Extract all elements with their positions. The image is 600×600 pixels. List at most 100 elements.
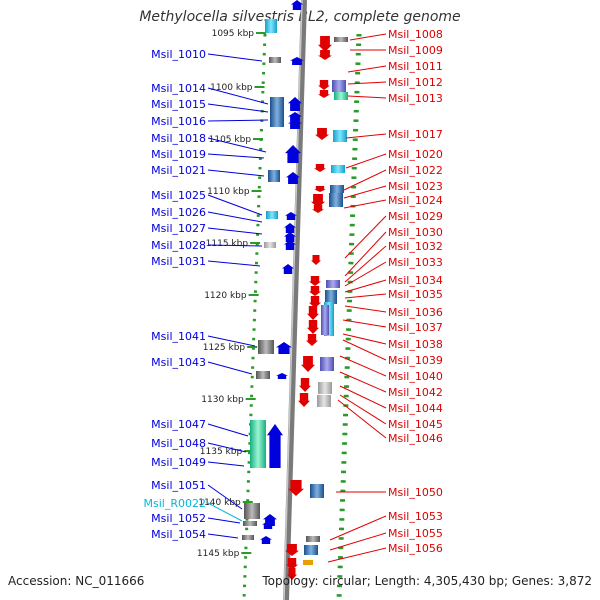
left-gene-label: Msil_1021	[151, 164, 206, 177]
left-gene-label: Msil_R0022	[144, 497, 206, 510]
forward-gene-arrow	[262, 521, 274, 529]
forward-gene-block	[244, 503, 260, 519]
left-gene-leader	[207, 137, 267, 153]
left-gene-label: Msil_1031	[151, 255, 206, 268]
forward-gene-arrow	[276, 342, 292, 354]
reverse-gene-arrow	[314, 164, 326, 172]
right-gene-label: Msil_1017	[388, 128, 443, 141]
forward-gene-arrow	[290, 57, 304, 65]
reverse-gene-block	[325, 290, 337, 304]
reverse-gene-arrow	[288, 480, 304, 496]
forward-gene-block	[270, 113, 284, 127]
right-gene-leader	[345, 133, 387, 139]
right-gene-label: Msil_1046	[388, 432, 443, 445]
left-gene-label: Msil_1052	[151, 512, 206, 525]
right-gene-leader	[343, 169, 387, 191]
forward-gene-arrow	[285, 145, 301, 163]
right-gene-label: Msil_1040	[388, 370, 443, 383]
right-gene-leader	[339, 355, 387, 377]
left-gene-leader	[207, 423, 249, 437]
reverse-gene-block	[320, 357, 334, 371]
left-gene-leader	[207, 53, 263, 62]
right-gene-label: Msil_1034	[388, 274, 443, 287]
left-gene-leader	[207, 517, 241, 524]
right-gene-leader	[345, 153, 387, 169]
ruler-tick-label: 1105 kbp	[209, 135, 252, 145]
reverse-gene-arrow	[307, 306, 319, 320]
right-gene-leader	[344, 305, 387, 313]
forward-gene-block	[258, 340, 274, 354]
right-gene-label: Msil_1009	[388, 44, 443, 57]
reverse-gene-block	[317, 395, 331, 407]
ruler-tick-label: 1095 kbp	[212, 29, 255, 39]
forward-gene-block	[242, 535, 254, 540]
left-gene-label: Msil_1018	[151, 132, 206, 145]
forward-gene-arrow	[288, 112, 302, 122]
forward-gene-block	[269, 57, 281, 63]
reverse-gene-block	[329, 193, 343, 207]
left-gene-label: Msil_1015	[151, 98, 206, 111]
left-gene-label: Msil_1019	[151, 148, 206, 161]
right-gene-label: Msil_1012	[388, 76, 443, 89]
reverse-gene-block	[330, 185, 344, 193]
reverse-gene-arrow	[314, 186, 326, 192]
right-gene-leader	[344, 245, 387, 283]
reverse-gene-arrow	[309, 286, 321, 296]
right-gene-label: Msil_1008	[388, 28, 443, 41]
right-gene-leader	[343, 185, 387, 199]
reverse-gene-arrow	[318, 90, 330, 98]
forward-gene-block	[256, 371, 270, 379]
reverse-gene-arrow	[298, 393, 310, 407]
forward-gene-block	[243, 521, 257, 526]
reverse-gene-arrow	[307, 320, 319, 334]
forward-gene-arrow	[291, 0, 303, 10]
left-gene-leader	[207, 153, 265, 159]
accession-label: Accession: NC_011666	[8, 574, 145, 588]
ruler-tick-label: 1135 kbp	[200, 447, 243, 457]
right-gene-leader	[342, 319, 387, 328]
left-gene-leader	[207, 103, 269, 113]
right-gene-label: Msil_1056	[388, 542, 443, 555]
forward-gene-arrow	[260, 536, 272, 544]
reverse-gene-arrow	[312, 205, 324, 213]
right-gene-label: Msil_1022	[388, 164, 443, 177]
right-gene-leader	[344, 279, 387, 293]
forward-gene-arrow	[284, 223, 296, 233]
right-gene-leader	[344, 293, 387, 299]
reverse-gene-block	[318, 382, 332, 394]
right-gene-leader	[349, 33, 387, 41]
reverse-gene-block	[310, 484, 324, 498]
reverse-gene-arrow	[309, 276, 321, 286]
left-gene-label: Msil_1051	[151, 479, 206, 492]
forward-gene-arrow	[282, 264, 294, 274]
left-gene-leader	[207, 194, 263, 216]
forward-gene-arrow	[285, 212, 297, 220]
forward-gene-block	[264, 242, 276, 248]
left-gene-label: Msil_1041	[151, 330, 206, 343]
left-gene-leader	[207, 260, 261, 267]
right-gene-label: Msil_1032	[388, 240, 443, 253]
right-gene-label: Msil_1045	[388, 418, 443, 431]
forward-gene-arrow	[276, 373, 288, 379]
right-gene-leader	[337, 399, 387, 439]
reverse-gene-block	[332, 80, 346, 92]
left-gene-leader	[207, 119, 269, 122]
left-gene-leader	[207, 211, 263, 223]
right-gene-label: Msil_1024	[388, 194, 443, 207]
left-gene-label: Msil_1043	[151, 356, 206, 369]
reverse-gene-block	[331, 165, 345, 173]
right-gene-label: Msil_1039	[388, 354, 443, 367]
left-gene-leader	[207, 169, 265, 177]
right-gene-label: Msil_1035	[388, 288, 443, 301]
ruler-tick-label: 1100 kbp	[210, 83, 253, 93]
right-gene-leader	[329, 515, 387, 541]
ruler-tick-label: 1130 kbp	[201, 395, 244, 405]
reverse-gene-arrow	[301, 356, 315, 372]
left-gene-label: Msil_1014	[151, 82, 206, 95]
reverse-gene-arrow	[311, 194, 325, 208]
reverse-gene-arrow	[299, 378, 311, 392]
left-gene-label: Msil_1025	[151, 189, 206, 202]
ruler-tick-label: 1115 kbp	[206, 239, 249, 249]
right-gene-label: Msil_1023	[388, 180, 443, 193]
